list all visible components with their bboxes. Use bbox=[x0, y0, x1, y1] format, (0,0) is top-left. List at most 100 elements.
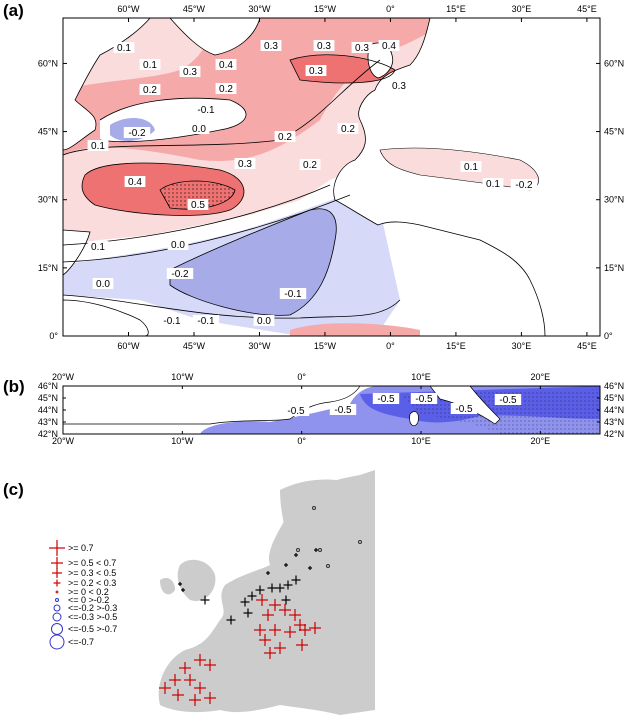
lat-tick-label-left: 60°N bbox=[38, 58, 58, 68]
lon-tick-label-bottom: 0° bbox=[386, 341, 395, 351]
contour-label-bg bbox=[410, 393, 438, 404]
lon-tick-label-top: 45°W bbox=[183, 4, 206, 14]
legend-label: >= 0.7 bbox=[68, 543, 94, 553]
lon-tick-label-bottom: 30°W bbox=[248, 341, 271, 351]
lon-tick-label-bottom: 60°W bbox=[117, 341, 140, 351]
lat-tick-label-right: 46°N bbox=[604, 381, 624, 391]
contour-label: -0.1 bbox=[197, 316, 215, 327]
contour-label: -0.5 bbox=[377, 394, 395, 405]
contour-label: 0.4 bbox=[219, 60, 233, 71]
contour-label: 0.2 bbox=[303, 160, 317, 171]
station-marker-negative bbox=[358, 540, 362, 544]
lon-tick-label-bottom: 45°E bbox=[577, 341, 597, 351]
legend-label: <= 0 >-0.2 bbox=[68, 595, 109, 605]
lon-tick-label-top: 10°E bbox=[411, 372, 431, 382]
contour-label: 0.2 bbox=[143, 85, 157, 96]
contour-label: 0.5 bbox=[191, 200, 205, 211]
legend-label: >= 0.3 < 0.5 bbox=[68, 568, 116, 578]
lat-tick-label-left: 43°N bbox=[38, 417, 58, 427]
legend-symbol-circle bbox=[52, 612, 62, 622]
legend-symbol-circle bbox=[49, 634, 65, 650]
contour-label-bg bbox=[187, 199, 209, 210]
contour-label: 0.3 bbox=[264, 41, 278, 52]
legend-label: <=-0.5 >-0.7 bbox=[68, 624, 117, 634]
lon-tick-label-bottom: 30°E bbox=[512, 341, 532, 351]
significance-stipple-a bbox=[160, 181, 235, 210]
contour-line bbox=[81, 162, 245, 216]
contour-label: -0.1 bbox=[163, 316, 181, 327]
contour-label-bg bbox=[260, 40, 282, 51]
lat-tick-label-right: 44°N bbox=[604, 405, 624, 415]
lon-tick-label-top: 30°E bbox=[512, 4, 532, 14]
contour-label-bg bbox=[299, 159, 321, 170]
contour-label: 0.3 bbox=[238, 159, 252, 170]
lon-tick-label-bottom: 10°W bbox=[171, 436, 194, 444]
lat-tick-label-right: 45°N bbox=[604, 393, 624, 403]
station-marker-negative bbox=[326, 564, 330, 568]
lat-tick-label-left: 0° bbox=[49, 331, 58, 341]
contour-label: 0.2 bbox=[219, 84, 233, 95]
contour-label-bg bbox=[166, 268, 194, 279]
contour-label: 0.0 bbox=[171, 240, 185, 251]
uk-land-c bbox=[177, 559, 216, 601]
contour-label-bg bbox=[215, 59, 237, 70]
contour-label: -0.2 bbox=[128, 128, 146, 139]
contour-label-bg bbox=[388, 80, 410, 91]
lat-tick-label-left: 46°N bbox=[38, 381, 58, 391]
lat-tick-label-left: 45°N bbox=[38, 393, 58, 403]
contour-label-bg bbox=[188, 123, 210, 134]
contour-label: 0.3 bbox=[309, 66, 323, 77]
panel-a-map: 60°W 60°W 45°W 45°W 30°W 30°W 15°W 15°W 0° 0° 15°E… bbox=[38, 4, 624, 351]
contour-label-bg bbox=[510, 179, 538, 190]
contour-line bbox=[169, 208, 337, 316]
contour-label: -0.5 bbox=[455, 404, 473, 415]
lat-tick-label-right: 0° bbox=[604, 331, 613, 341]
lon-tick-label-top: 20°E bbox=[531, 372, 551, 382]
contour-label: 0.3 bbox=[355, 43, 369, 54]
lon-tick-label-bottom: 20°E bbox=[531, 436, 551, 444]
lat-tick-label-left: 15°N bbox=[38, 263, 58, 273]
contour-label-bg bbox=[351, 42, 373, 53]
lon-tick-label-top: 0° bbox=[297, 372, 306, 382]
scandinavia-land-c bbox=[280, 479, 361, 561]
contour-label-bg bbox=[482, 178, 504, 189]
contour-label: 0.1 bbox=[91, 242, 105, 253]
contour-label-bg bbox=[167, 239, 189, 250]
contour-label: 0.3 bbox=[183, 67, 197, 78]
legend-symbol-circle bbox=[55, 598, 59, 602]
lon-tick-label-bottom: 0° bbox=[297, 436, 306, 444]
lon-tick-label-top: 30°W bbox=[248, 4, 271, 14]
contour-label: -0.2 bbox=[515, 180, 533, 191]
contour-label-bg bbox=[192, 315, 220, 326]
contour-label-bg bbox=[313, 40, 335, 51]
contour-label: 0.0 bbox=[257, 316, 271, 327]
contour-line bbox=[99, 97, 247, 143]
contour-label: -0.5 bbox=[499, 395, 517, 406]
lat-tick-label-right: 30°N bbox=[604, 195, 624, 205]
legend-label: >= 0.2 < 0.3 bbox=[68, 578, 116, 588]
contour-label: 0.1 bbox=[117, 43, 131, 54]
contour-label-bg bbox=[450, 403, 478, 414]
contour-label: 0.3 bbox=[392, 81, 406, 92]
lon-tick-label-bottom: 15°W bbox=[314, 341, 337, 351]
legend-label: <=-0.3 >-0.5 bbox=[68, 612, 117, 622]
contour-label: -0.1 bbox=[284, 289, 302, 300]
contour-label: 0.1 bbox=[91, 141, 105, 152]
lat-tick-label-right: 60°N bbox=[604, 58, 624, 68]
lon-tick-label-top: 20°W bbox=[52, 372, 75, 382]
contour-label-bg bbox=[253, 315, 275, 326]
contour-label-bg bbox=[87, 140, 109, 151]
lon-tick-label-top: 10°W bbox=[171, 372, 194, 382]
positive-anomaly-gulf-guinea bbox=[290, 323, 420, 336]
contour-label: 0.4 bbox=[382, 41, 396, 52]
contour-label-bg bbox=[279, 288, 307, 299]
panel-b-label: (b) bbox=[3, 377, 25, 396]
contour-label-bg bbox=[123, 127, 151, 138]
corsica-land-b bbox=[409, 411, 419, 427]
contour-label: 0.1 bbox=[143, 60, 157, 71]
contour-label-bg bbox=[460, 161, 482, 172]
contour-label-bg bbox=[92, 278, 114, 289]
contour-label-bg bbox=[215, 83, 237, 94]
lon-tick-label-top: 0° bbox=[386, 4, 395, 14]
lat-tick-label-right: 45°N bbox=[604, 127, 624, 137]
